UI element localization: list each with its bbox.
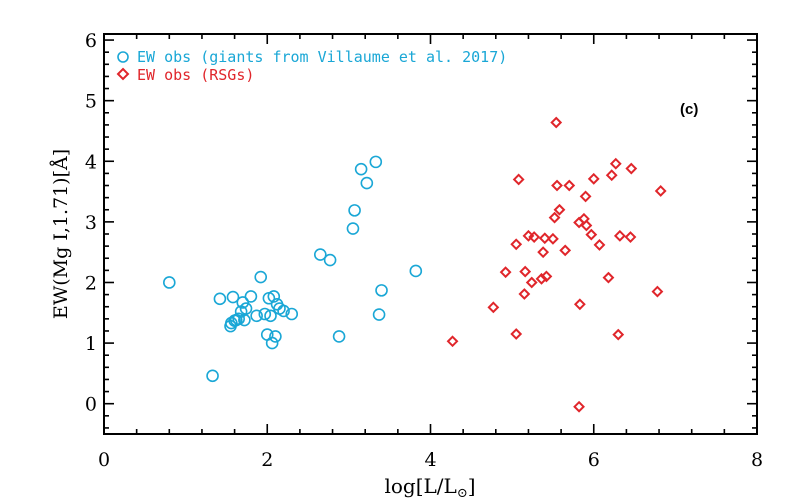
rsg-point xyxy=(609,157,622,170)
x-axis-label-sub: ⊙ xyxy=(457,486,468,500)
rsg-point xyxy=(510,238,523,251)
x-axis-label: log[L/L⊙] xyxy=(384,474,475,500)
x-tick-label: 8 xyxy=(751,449,763,471)
plot-area-border xyxy=(103,33,758,435)
giant-point xyxy=(265,336,279,350)
x-tick-label: 0 xyxy=(98,449,110,471)
rsg-point xyxy=(525,276,538,289)
axis-tick-labels: 0 2 4 6 8 0 1 2 3 4 5 6 xyxy=(85,30,763,471)
giant-point xyxy=(348,204,361,217)
giant-point xyxy=(213,292,227,306)
legend-marker-rsg xyxy=(116,67,130,81)
rsg-point xyxy=(537,246,550,259)
rsg-point xyxy=(510,328,523,340)
rsg-point xyxy=(499,266,512,279)
giant-point xyxy=(250,309,263,323)
giant-point xyxy=(239,302,253,315)
giant-point xyxy=(332,330,346,343)
legend-marker-giants xyxy=(117,51,129,63)
giant-point xyxy=(236,296,250,309)
rsg-point xyxy=(551,179,563,192)
giant-point xyxy=(346,222,360,235)
giant-point xyxy=(244,290,258,303)
y-tick-label: 2 xyxy=(85,272,97,294)
rsg-point xyxy=(519,265,532,278)
giant-point xyxy=(269,330,282,343)
rsg-point xyxy=(573,400,585,413)
x-tick-label: 4 xyxy=(424,449,436,471)
rsg-point xyxy=(585,228,598,241)
x-tick-label: 6 xyxy=(588,449,600,471)
rsg-point xyxy=(612,328,625,341)
giant-point xyxy=(375,284,388,297)
rsg-point xyxy=(528,231,541,243)
rsg-point xyxy=(559,244,572,257)
giant-point xyxy=(267,290,281,303)
giant-point xyxy=(258,307,272,321)
x-axis-label-close: ] xyxy=(468,474,476,498)
giant-point xyxy=(354,162,368,176)
y-tick-label: 0 xyxy=(85,394,97,416)
rsg-point xyxy=(573,298,586,311)
x-axis-label-main: log[L/L xyxy=(384,474,456,498)
giant-point xyxy=(409,264,423,278)
rsg-point xyxy=(547,232,559,245)
giant-point xyxy=(264,309,277,323)
giant-point xyxy=(277,304,290,318)
giant-point xyxy=(323,253,337,267)
rsg-point xyxy=(654,185,667,197)
rsg-point xyxy=(518,288,531,300)
y-tick-label: 3 xyxy=(85,212,97,234)
giant-point xyxy=(163,276,176,289)
giant-point xyxy=(360,176,374,190)
giant-point xyxy=(226,290,240,304)
legend-label-rsg: EW obs (RSGs) xyxy=(137,66,254,84)
giant-point xyxy=(285,307,299,321)
rsg-point xyxy=(579,190,592,203)
x-tick-label: 2 xyxy=(261,449,273,471)
giant-point xyxy=(254,270,268,284)
rsg-point xyxy=(593,238,606,251)
giant-point xyxy=(232,312,245,326)
legend-label-giants: EW obs (giants from Villaume et al. 2017… xyxy=(137,48,507,66)
rsg-point xyxy=(540,270,553,283)
giant-point xyxy=(314,248,327,261)
rsg-point xyxy=(487,301,500,314)
rsg-point xyxy=(512,173,525,186)
axis-ticks xyxy=(103,34,758,434)
giant-point xyxy=(206,369,219,383)
rsg-point xyxy=(553,203,566,216)
plot-frame xyxy=(103,33,758,435)
rsg-point xyxy=(446,335,459,348)
y-tick-label: 6 xyxy=(85,30,97,52)
rsg-point xyxy=(538,232,551,245)
rsg-point xyxy=(624,231,637,243)
rsg-point xyxy=(548,211,561,224)
rsg-point xyxy=(613,229,626,242)
y-axis-label: EW(Mg I,1.71)[Å] xyxy=(50,149,72,319)
panel-annotation: (c) xyxy=(680,101,698,118)
giant-point xyxy=(372,308,386,321)
y-tick-label: 4 xyxy=(85,151,97,173)
rsg-point xyxy=(563,179,576,192)
rsg-point xyxy=(535,272,548,285)
rsg-point xyxy=(550,116,563,129)
data-points xyxy=(163,116,667,413)
y-tick-label: 1 xyxy=(85,333,97,355)
rsg-point xyxy=(625,162,638,175)
rsg-point xyxy=(602,271,615,284)
rsg-point xyxy=(580,219,593,232)
y-tick-label: 5 xyxy=(85,91,97,113)
rsg-point xyxy=(651,285,664,298)
giant-point xyxy=(369,155,383,169)
legend: EW obs (giants from Villaume et al. 2017… xyxy=(116,48,507,84)
rsg-point xyxy=(605,169,618,182)
rsg-point xyxy=(587,172,600,185)
